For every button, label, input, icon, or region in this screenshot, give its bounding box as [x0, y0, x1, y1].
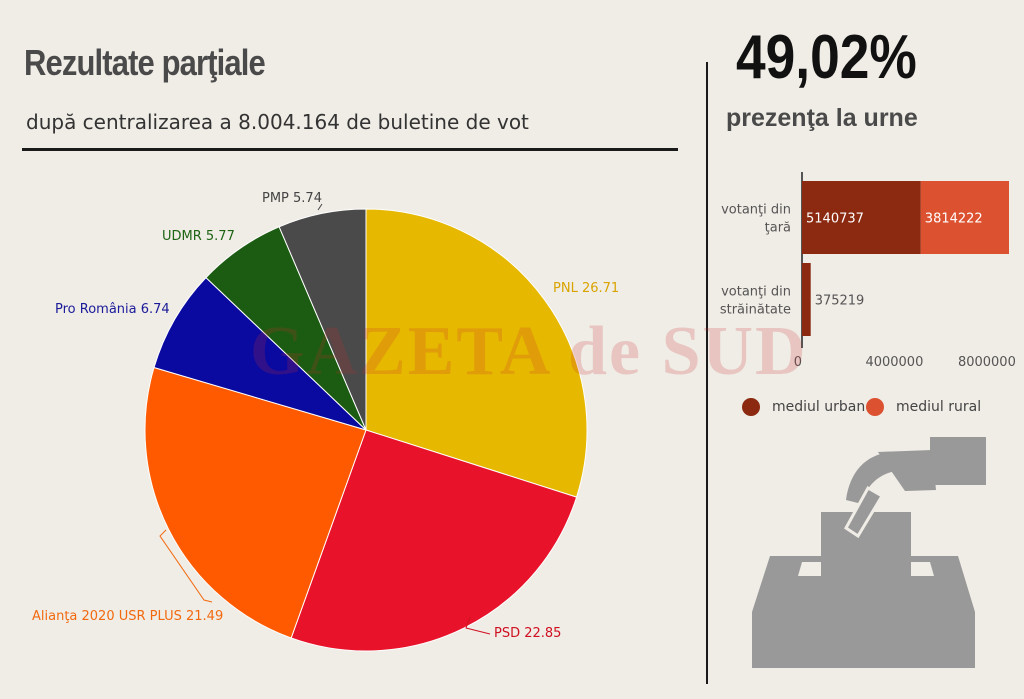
chart-subtitle: după centralizarea a 8.004.164 de buleti… — [26, 110, 529, 134]
legend-urban: mediul urban — [742, 398, 865, 416]
slice-leader — [465, 616, 491, 635]
bar-segment — [802, 263, 811, 336]
title-divider — [22, 148, 678, 151]
legend-rural: mediul rural — [866, 398, 981, 416]
bar-value-label: 5140737 — [806, 212, 864, 227]
bar-segment — [802, 181, 921, 254]
slice-label: PMP 5.74 — [262, 191, 322, 206]
bar-value-label: 375219 — [815, 294, 865, 309]
legend-rural-label: mediul rural — [896, 399, 982, 415]
pie-slice — [290, 429, 578, 652]
legend-urban-swatch — [742, 398, 760, 416]
watermark: GAZETA de SUD — [250, 313, 808, 390]
pie-slice — [365, 208, 588, 498]
slice-leader — [159, 529, 213, 603]
pie-slice — [278, 208, 367, 431]
x-tick-label: 0 — [794, 355, 802, 370]
x-tick-label: 8000000 — [958, 355, 1016, 370]
category-label: votanţi din străinătate — [720, 285, 791, 318]
category-label: votanţi din ţară — [721, 203, 791, 236]
slice-label: Alianţa 2020 USR PLUS 21.49 — [32, 609, 223, 624]
bar-value-label: 3814222 — [925, 212, 983, 227]
pie-slice — [144, 366, 367, 639]
turnout-value: 49,02% — [736, 23, 917, 92]
slice-label: PNL 26.71 — [553, 281, 619, 296]
pie-slice — [153, 276, 367, 431]
slice-label: UDMR 5.77 — [162, 229, 235, 244]
x-tick-label: 4000000 — [865, 355, 923, 370]
legend-rural-swatch — [866, 398, 884, 416]
legend-urban-label: mediul urban — [772, 399, 866, 415]
slice-label: Pro România 6.74 — [55, 302, 170, 317]
slice-label: PSD 22.85 — [494, 626, 561, 641]
slice-leader — [317, 203, 323, 211]
chart-title: Rezultate parţiale — [24, 42, 266, 83]
turnout-label: prezenţa la urne — [726, 104, 918, 132]
bar-segment — [920, 181, 1009, 254]
vertical-divider — [706, 62, 708, 684]
